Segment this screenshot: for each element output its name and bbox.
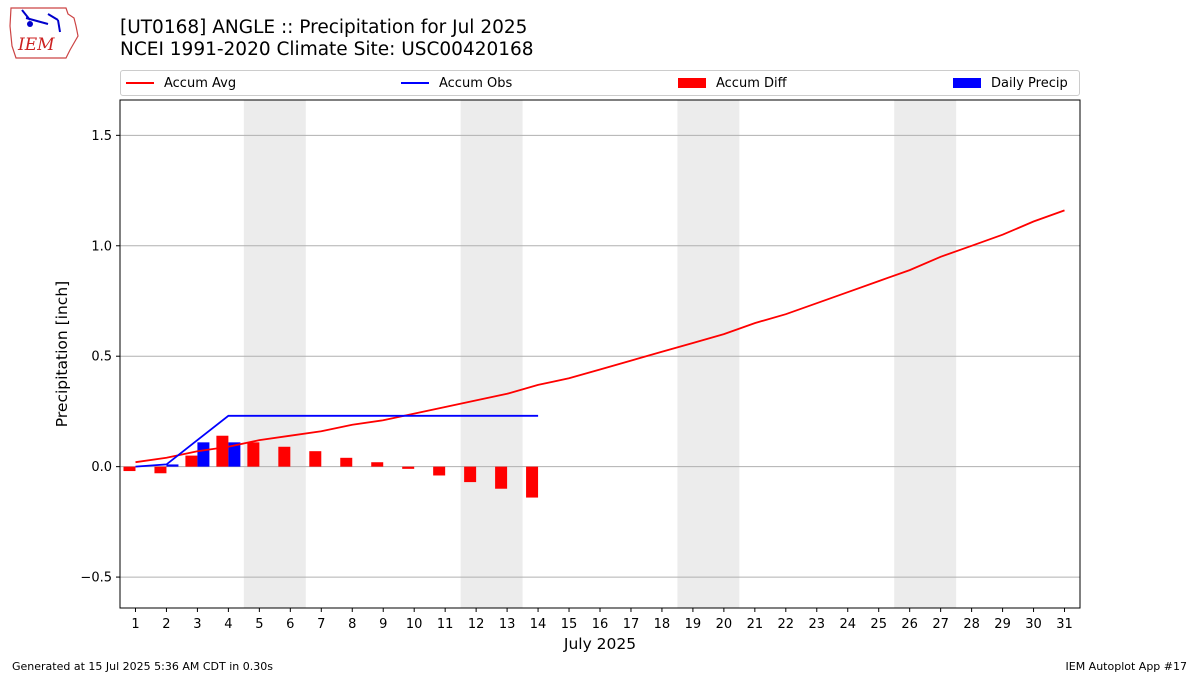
logo-text: IEM bbox=[17, 35, 55, 55]
accum-diff-bar bbox=[216, 435, 229, 467]
legend-item-accum-obs: Accum Obs bbox=[401, 71, 512, 95]
legend-swatch bbox=[126, 82, 154, 84]
accum-diff-bar bbox=[371, 462, 384, 467]
legend-item-daily-precip: Daily Precip bbox=[953, 71, 1068, 95]
x-tick-label: 13 bbox=[499, 617, 516, 632]
y-tick-label: −0.5 bbox=[80, 571, 112, 586]
legend-label: Daily Precip bbox=[991, 75, 1068, 91]
legend-label: Accum Obs bbox=[439, 75, 513, 91]
footer-generated: Generated at 15 Jul 2025 5:36 AM CDT in … bbox=[12, 660, 273, 673]
legend-swatch bbox=[953, 78, 981, 88]
x-tick-label: 8 bbox=[348, 617, 356, 632]
daily-precip-bar bbox=[228, 442, 241, 467]
legend-swatch bbox=[678, 78, 706, 88]
weekend-shade bbox=[243, 100, 306, 608]
x-tick-label: 28 bbox=[963, 617, 980, 632]
legend-label: Accum Diff bbox=[716, 75, 787, 91]
accum-diff-bar bbox=[309, 451, 322, 467]
x-tick-label: 18 bbox=[654, 617, 671, 632]
chart-subtitle: NCEI 1991-2020 Climate Site: USC00420168 bbox=[120, 39, 534, 60]
x-tick-label: 25 bbox=[870, 617, 887, 632]
x-tick-label: 27 bbox=[932, 617, 949, 632]
x-tick-label: 2 bbox=[162, 617, 170, 632]
y-tick-label: 0.0 bbox=[91, 460, 112, 475]
x-tick-label: 4 bbox=[224, 617, 232, 632]
x-tick-label: 10 bbox=[406, 617, 423, 632]
accum-diff-bar bbox=[526, 466, 539, 498]
x-tick-label: 11 bbox=[437, 617, 454, 632]
x-axis-label: July 2025 bbox=[563, 635, 636, 653]
x-tick-label: 23 bbox=[809, 617, 826, 632]
y-axis-label: Precipitation [inch] bbox=[53, 281, 71, 427]
x-tick-label: 6 bbox=[286, 617, 294, 632]
weekend-shade bbox=[677, 100, 740, 608]
x-tick-label: 22 bbox=[778, 617, 795, 632]
y-tick-label: 0.5 bbox=[91, 350, 112, 365]
x-tick-label: 20 bbox=[716, 617, 733, 632]
weekend-shade bbox=[894, 100, 957, 608]
chart-title: [UT0168] ANGLE :: Precipitation for Jul … bbox=[120, 17, 528, 38]
chart-legend: Accum Avg Accum Obs Accum Diff Daily Pre… bbox=[120, 70, 1080, 96]
accum-diff-bar bbox=[123, 466, 136, 472]
x-tick-label: 24 bbox=[839, 617, 856, 632]
y-tick-label: 1.5 bbox=[91, 129, 112, 144]
y-tick-label: 1.0 bbox=[91, 239, 112, 254]
x-tick-label: 1 bbox=[131, 617, 139, 632]
legend-item-accum-diff: Accum Diff bbox=[678, 71, 787, 95]
accum-diff-bar bbox=[154, 466, 167, 474]
accum-diff-bar bbox=[433, 466, 446, 476]
x-tick-label: 19 bbox=[685, 617, 702, 632]
footer-app: IEM Autoplot App #17 bbox=[1065, 660, 1188, 673]
x-tick-label: 5 bbox=[255, 617, 263, 632]
accum-diff-bar bbox=[402, 466, 415, 469]
x-tick-label: 21 bbox=[747, 617, 764, 632]
iem-logo: IEM bbox=[9, 7, 79, 59]
accum-obs-line bbox=[135, 414, 539, 468]
x-tick-label: 26 bbox=[901, 617, 918, 632]
accum-avg-line bbox=[135, 209, 1065, 464]
accum-diff-bar bbox=[247, 442, 260, 467]
accum-diff-bar bbox=[185, 455, 198, 467]
x-tick-label: 31 bbox=[1056, 617, 1073, 632]
x-tick-label: 16 bbox=[592, 617, 609, 632]
accum-diff-bar bbox=[340, 457, 353, 467]
x-tick-label: 3 bbox=[193, 617, 201, 632]
x-tick-label: 15 bbox=[561, 617, 578, 632]
legend-item-accum-avg: Accum Avg bbox=[126, 71, 236, 95]
x-tick-label: 7 bbox=[317, 617, 325, 632]
legend-label: Accum Avg bbox=[164, 75, 237, 91]
x-tick-label: 9 bbox=[379, 617, 387, 632]
x-tick-label: 14 bbox=[530, 617, 547, 632]
accum-diff-bar bbox=[464, 466, 477, 483]
daily-precip-bar bbox=[197, 442, 210, 467]
x-tick-label: 30 bbox=[1025, 617, 1042, 632]
legend-swatch bbox=[401, 82, 429, 84]
x-tick-label: 29 bbox=[994, 617, 1011, 632]
daily-precip-bar bbox=[166, 464, 179, 467]
x-tick-label: 17 bbox=[623, 617, 640, 632]
weekend-shade bbox=[460, 100, 523, 608]
plot-frame bbox=[119, 99, 1081, 609]
accum-diff-bar bbox=[495, 466, 508, 489]
accum-diff-bar bbox=[278, 446, 291, 467]
x-tick-label: 12 bbox=[468, 617, 485, 632]
